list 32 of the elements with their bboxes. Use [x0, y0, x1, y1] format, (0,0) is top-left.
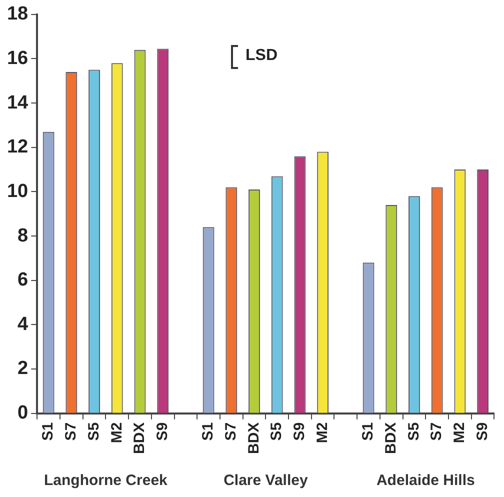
x-tick-label: S9: [474, 422, 491, 441]
y-tick-label: 12: [6, 136, 28, 158]
x-tick-label: S9: [154, 422, 171, 441]
x-tick-label: S7: [428, 422, 446, 441]
x-tick-label: M2: [108, 422, 126, 444]
x-tick-label: BDX: [245, 422, 262, 454]
x-tick-label: S1: [360, 422, 377, 441]
x-tick-label: BDX: [382, 422, 400, 454]
x-tick-label: M2: [314, 422, 331, 444]
y-tick-label: 18: [6, 4, 28, 25]
y-tick-label: 10: [6, 180, 28, 202]
text: Clare Valley: [224, 472, 308, 490]
y-tick-label: 8: [18, 225, 28, 246]
x-tick-label: S7: [62, 422, 80, 441]
x-tick-label: S1: [40, 422, 57, 441]
x-tick-label: S7: [222, 422, 240, 441]
y-tick-label: 4: [18, 314, 29, 335]
y-tick-label: 0: [18, 402, 28, 424]
x-tick-label: S5: [405, 422, 422, 441]
y-tick-label: 2: [18, 358, 28, 380]
y-tick-label: 6: [18, 270, 28, 291]
x-tick-label: BDX: [131, 422, 148, 454]
annotation: LSD: [246, 47, 278, 66]
x-tick-label: S5: [85, 422, 102, 441]
x-tick-label: M2: [451, 422, 468, 444]
x-tick-label: S1: [200, 422, 217, 441]
x-tick-label: S5: [268, 422, 286, 441]
text: Langhorne Creek: [44, 472, 168, 490]
x-tick-label: S9: [291, 422, 308, 441]
y-tick-label: 14: [6, 92, 29, 114]
y-tick-label: 16: [6, 48, 28, 69]
text: Adelaide Hills: [376, 472, 475, 490]
